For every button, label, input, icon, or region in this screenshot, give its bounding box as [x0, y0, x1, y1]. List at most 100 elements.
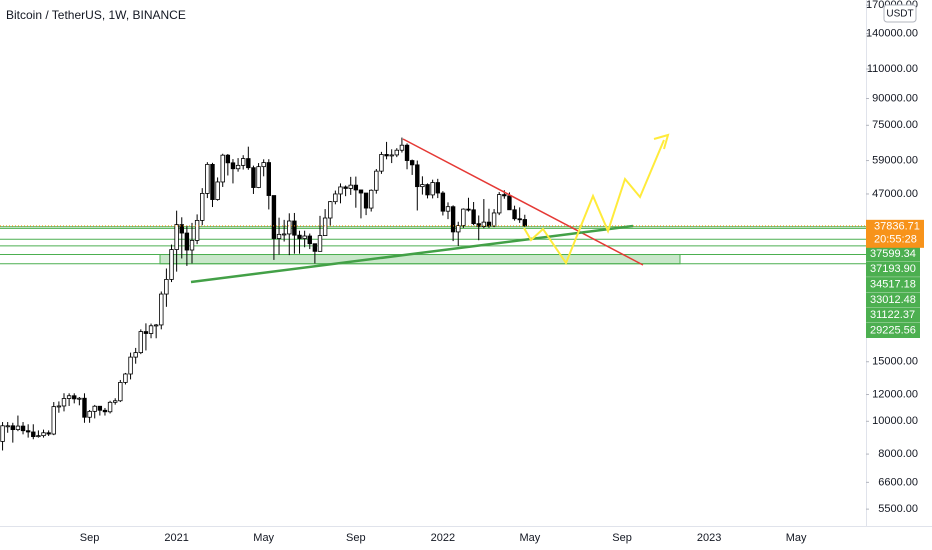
- price-level-label: 37193.90: [870, 263, 916, 275]
- candle-body: [220, 154, 225, 183]
- candle-body: [5, 425, 10, 428]
- drawings: [190, 133, 670, 284]
- candle-body: [159, 293, 164, 326]
- candle-body: [92, 405, 97, 412]
- candle-body: [118, 382, 123, 402]
- currency-box[interactable]: [883, 4, 917, 23]
- y-tick-label: 90000.00: [872, 92, 918, 104]
- candle-body: [97, 405, 103, 411]
- y-tick-label: 5500.00: [878, 503, 918, 515]
- support-zone: [159, 254, 681, 265]
- candle-body: [0, 425, 5, 442]
- candle-body: [41, 432, 46, 437]
- x-tick-label: 2022: [431, 532, 455, 544]
- candle-body: [46, 432, 51, 435]
- candle-body: [517, 218, 522, 221]
- candle-body: [522, 219, 527, 227]
- candle-body: [512, 209, 517, 220]
- candle-body: [409, 160, 415, 166]
- candle-body: [415, 164, 420, 188]
- last-price-tag: [866, 219, 924, 248]
- candle-body: [123, 373, 128, 383]
- candle-body: [461, 208, 466, 226]
- candle-body: [15, 425, 21, 431]
- candle-body: [200, 193, 205, 221]
- candle-body: [148, 325, 154, 334]
- candle-body: [31, 431, 36, 438]
- y-tick-label: 75000.00: [872, 119, 918, 131]
- candle-body: [420, 184, 425, 188]
- candle-body: [102, 409, 108, 413]
- price-level-label: 37599.34: [870, 248, 916, 260]
- candle-body: [317, 235, 323, 252]
- y-tick-label: 12000.00: [872, 388, 918, 400]
- y-tick-label: 47000.00: [872, 188, 918, 200]
- candle-body: [128, 356, 133, 375]
- candle-body: [333, 193, 338, 203]
- price-level-label: 29225.56: [870, 324, 916, 336]
- trend-line: [190, 224, 634, 284]
- last-price-label: 37836.71: [874, 221, 920, 233]
- candle-body: [374, 170, 379, 191]
- candle-body: [169, 249, 174, 280]
- candle-body: [491, 212, 497, 227]
- y-tick-label: 110000.00: [867, 63, 918, 75]
- candle-body: [261, 162, 266, 168]
- candle-body: [56, 405, 62, 408]
- candle-body: [368, 189, 374, 209]
- candle-body: [343, 186, 348, 189]
- x-tick-label: May: [520, 532, 541, 544]
- candle-body: [143, 331, 149, 334]
- countdown-label: 20:55:28: [874, 234, 917, 246]
- candle-body: [440, 192, 446, 212]
- candle-body: [266, 162, 271, 196]
- candle-body: [113, 400, 118, 403]
- candle-body: [348, 184, 353, 189]
- x-tick-label: Sep: [80, 532, 100, 544]
- candle-body: [72, 395, 77, 400]
- candle-body: [450, 206, 456, 233]
- candle-body: [51, 406, 56, 435]
- y-tick-label: 10000.00: [872, 415, 918, 427]
- x-tick-label: Sep: [346, 532, 366, 544]
- candle-body: [251, 167, 256, 188]
- candle-body: [302, 235, 307, 239]
- x-tick-label: Sep: [612, 532, 632, 544]
- projection-arrowhead: [653, 133, 670, 150]
- candle-body: [174, 224, 179, 250]
- y-tick-label: 15000.00: [872, 356, 918, 368]
- candle-body: [82, 397, 87, 418]
- candle-body: [66, 395, 72, 399]
- price-level-tag: [866, 292, 920, 308]
- x-tick-label: 2021: [164, 532, 188, 544]
- candle-body: [502, 194, 507, 197]
- x-tick-label: May: [253, 532, 274, 544]
- candle-body: [379, 154, 384, 172]
- candle-body: [215, 181, 220, 200]
- candle-body: [184, 232, 190, 251]
- price-level-label: 34517.18: [870, 279, 916, 291]
- chart-title: Bitcoin / TetherUS, 1W, BINANCE: [6, 8, 186, 22]
- price-level-tag: [866, 307, 920, 323]
- candle-body: [281, 233, 287, 236]
- plot-area: [0, 137, 866, 451]
- candle-body: [276, 233, 282, 239]
- candle-body: [36, 435, 41, 438]
- trend-line: [402, 138, 644, 266]
- y-tick-label: 8000.00: [878, 448, 918, 460]
- projection-path: [523, 139, 665, 266]
- candle-body: [404, 144, 410, 161]
- candle-body: [496, 194, 502, 214]
- candle-body: [189, 240, 195, 251]
- candle-body: [445, 206, 451, 212]
- candle-body: [389, 154, 394, 157]
- candle-body: [312, 243, 318, 252]
- candle-body: [338, 186, 343, 195]
- candle-body: [194, 219, 200, 241]
- candle-body: [179, 224, 184, 234]
- candle-body: [425, 184, 430, 196]
- candle-body: [133, 352, 138, 358]
- price-axis: 170000.00140000.00110000.0090000.0075000…: [80, 0, 924, 544]
- price-level-label: 33012.48: [870, 294, 916, 306]
